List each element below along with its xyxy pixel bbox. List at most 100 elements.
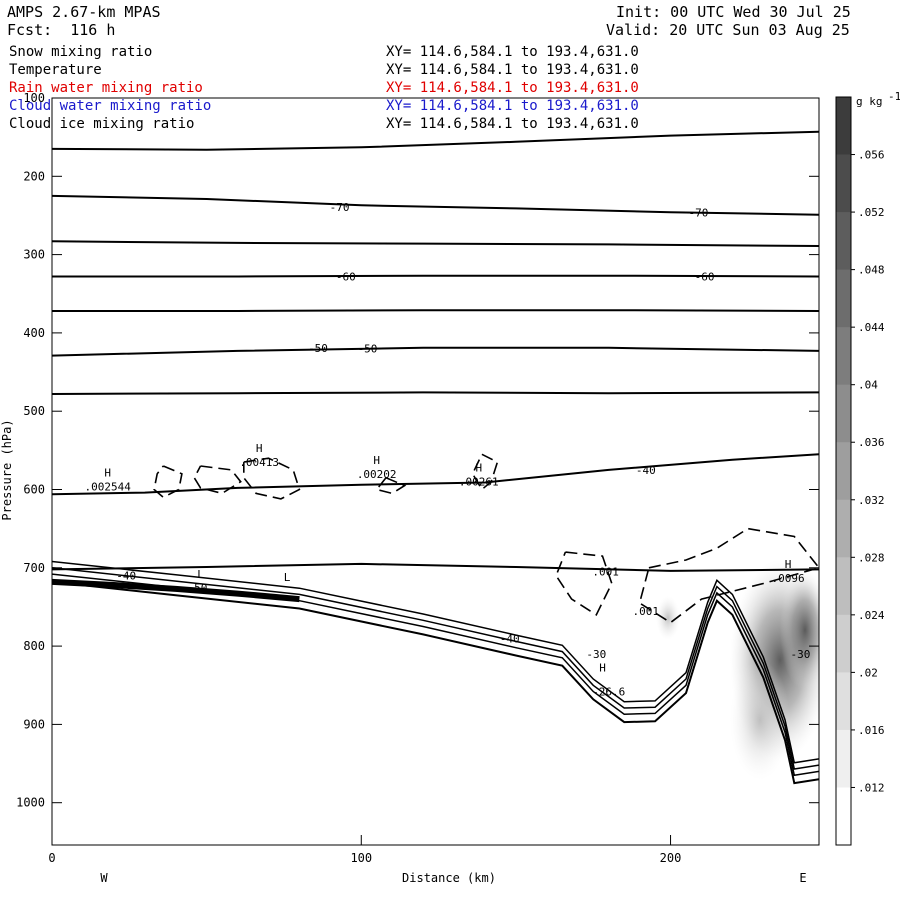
colorbar-unit: g kg [856,95,883,108]
field-xy-range: XY= 114.6,584.1 to 193.4,631.0 [386,98,639,114]
colorbar-label: .04 [858,379,878,392]
x-tick-label: 0 [48,851,55,865]
colorbar: .056 .052 .048 .044 .04 .036 .032 .028 .024 .02 .0… [835,90,900,846]
maximum-marker: H [599,661,606,674]
colorbar-label: .056 [858,149,885,162]
colorbar-label: .052 [858,206,885,219]
y-tick-label: 500 [23,404,45,418]
contour-label: -40 [500,632,520,645]
colorbar-swatch [836,384,851,443]
maximum-marker: H [373,454,380,467]
x-axis-label: Distance (km) [402,871,496,885]
colorbar-unit-exponent: -1 [888,90,900,103]
contour-label: -70 [688,206,708,219]
contour-label: -26.6 [592,686,625,699]
colorbar-label: .012 [858,782,885,795]
shaded-mixing-ratio [656,560,819,780]
y-tick-label: 200 [23,169,45,183]
maximum-value: .0096 [772,572,805,585]
colorbar-swatch [836,729,851,788]
contour-label: -40 [636,464,656,477]
thick-contour-band [52,578,300,603]
colorbar-swatch [836,212,851,271]
colorbar-swatch [836,97,851,155]
colorbar-swatch [836,269,851,328]
x-side-label-west: W [100,871,108,885]
colorbar-swatch [836,442,851,501]
colorbar-swatch [836,327,851,386]
y-tick-label: 300 [23,248,45,262]
model-title: AMPS 2.67-km MPAS [7,3,161,21]
colorbar-label: .032 [858,494,885,507]
field-name: Temperature [9,62,102,78]
cloud-dashed-contour [375,477,407,495]
maximum-marker: H [785,558,792,571]
x-tick-label: 200 [660,851,682,865]
contour-label: -70 [330,201,350,214]
isotherm-line [52,194,819,216]
ground-contour-line [52,567,819,770]
contour-label: -50 [308,342,328,355]
ground-contour-line [52,580,819,785]
field-xy-range: XY= 114.6,584.1 to 193.4,631.0 [386,80,639,96]
ground-contour-line [52,573,819,777]
y-tick-label: 1000 [16,796,45,810]
plot-frame [51,97,820,846]
minimum-marker: L [197,568,204,581]
y-tick-label: 600 [23,483,45,497]
colorbar-swatch [836,614,851,673]
field-xy-range: XY= 114.6,584.1 to 193.4,631.0 [386,44,639,60]
isotherm-line [52,130,819,151]
field-name: Cloud ice mixing ratio [9,116,195,132]
maximum-marker: H [475,462,482,475]
field-xy-range: XY= 114.6,584.1 to 193.4,631.0 [386,62,639,78]
colorbar-swatch [836,557,851,616]
contour-label: -40 [116,570,136,583]
colorbar-swatch [836,787,851,846]
contour-label: -60 [695,271,715,284]
isotherm-line [52,453,819,496]
valid-time: Valid: 20 UTC Sun 03 Aug 25 [606,21,850,39]
colorbar-swatch [836,499,851,558]
isotherm-line [52,309,819,312]
contour-label: -50 [187,581,207,594]
field-name: Rain water mixing ratio [9,80,203,96]
colorbar-label: .02 [858,666,878,679]
maximum-value: .00413 [239,456,279,469]
y-tick-label: 400 [23,326,45,340]
cloud-dashed-contour [471,453,499,491]
x-side-label-east: E [799,871,806,885]
forecast-hour: Fcst: 116 h [7,21,116,39]
minimum-marker: L [284,571,291,584]
y-tick-label: 700 [23,561,45,575]
y-tick-label: 900 [23,717,45,731]
isotherm-line [52,240,819,247]
colorbar-label: .024 [858,609,885,622]
y-tick-label: 100 [23,91,45,105]
colorbar-swatch [836,154,851,213]
init-time: Init: 00 UTC Wed 30 Jul 25 [616,3,851,21]
colorbar-swatch [836,672,851,731]
cloud-dashed-contour [243,457,301,500]
field-name: Snow mixing ratio [9,44,153,60]
ground-contour-line [52,560,819,764]
isotherm-line [52,274,819,278]
cloud-dashed-contour [153,465,183,499]
dashed-contour-label: .001 [633,605,660,618]
maximum-marker: H [256,442,263,455]
cloud-dashed-contour [555,551,613,616]
cloud-dashed-contour [638,527,819,624]
field-xy-range: XY= 114.6,584.1 to 193.4,631.0 [386,116,639,132]
isotherm-line [52,391,819,395]
contour-label: -30 [586,648,606,661]
maximum-value: .002544 [85,480,132,493]
colorbar-label: .044 [858,321,885,334]
maximum-marker: H [104,466,111,479]
colorbar-label: .036 [858,436,885,449]
colorbar-label: .048 [858,264,885,277]
y-axis-label: Pressure (hPa) [0,419,14,520]
isotherm-line [52,562,819,572]
isotherm-line [52,346,819,357]
y-tick-label: 800 [23,639,45,653]
